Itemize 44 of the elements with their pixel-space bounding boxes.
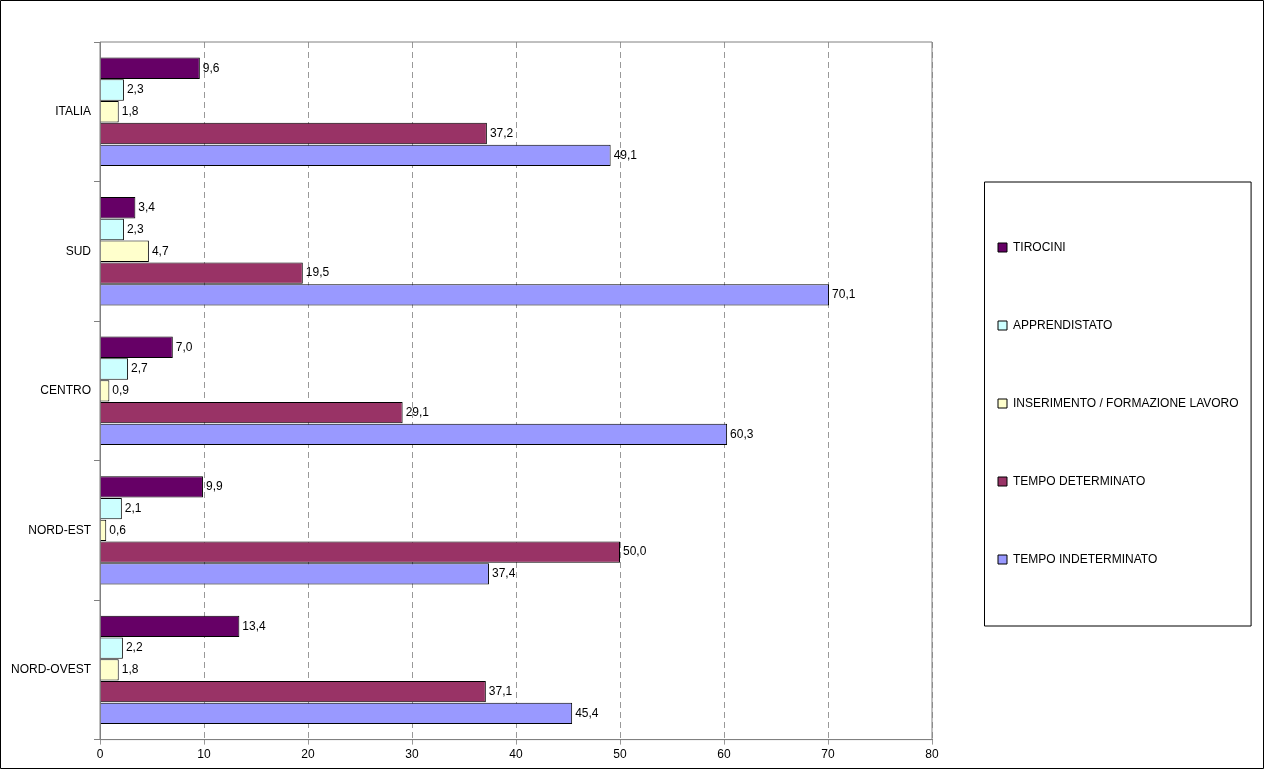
data-label: 19,5 xyxy=(305,265,330,280)
data-label: 9,6 xyxy=(202,60,220,75)
legend-label: TEMPO INDETERMINATO xyxy=(1013,551,1158,566)
data-label: 37,2 xyxy=(489,125,514,140)
x-tick-label: 30 xyxy=(405,747,419,762)
data-label: 7,0 xyxy=(175,339,193,354)
data-label: 1,8 xyxy=(121,662,139,677)
y-tick-label: CENTRO xyxy=(40,383,91,398)
data-label: 49,1 xyxy=(613,147,638,162)
x-tick-label: 50 xyxy=(613,747,627,762)
data-label: 0,9 xyxy=(112,383,130,398)
y-tick-label: NORD-EST xyxy=(28,522,92,537)
data-label: 37,4 xyxy=(491,566,516,581)
data-label: 50,0 xyxy=(623,544,647,559)
x-tick-label: 20 xyxy=(301,747,315,762)
legend-label: TIROCINI xyxy=(1013,239,1066,254)
x-tick-label: 40 xyxy=(509,747,523,762)
data-label: 45,4 xyxy=(575,705,599,720)
y-tick-label: ITALIA xyxy=(55,104,91,119)
data-label: 60,3 xyxy=(730,426,754,441)
data-label: 37,1 xyxy=(488,683,513,698)
y-tick-label: NORD-OVEST xyxy=(10,662,92,677)
data-label: 0,6 xyxy=(109,522,127,537)
data-label: 70,1 xyxy=(832,287,856,302)
legend-label: APPRENDISTATO xyxy=(1013,317,1113,332)
data-label: 3,4 xyxy=(138,200,156,215)
data-label: 13,4 xyxy=(242,618,267,633)
x-tick-label: 60 xyxy=(717,747,731,762)
data-label: 2,1 xyxy=(124,500,142,515)
data-label: 2,3 xyxy=(126,221,144,236)
data-label: 2,3 xyxy=(126,82,144,97)
x-tick-label: 10 xyxy=(197,747,211,762)
x-tick-label: 70 xyxy=(821,747,835,762)
data-label: 29,1 xyxy=(405,404,430,419)
data-label: 4,7 xyxy=(151,243,169,258)
x-tick-label: 80 xyxy=(925,747,939,762)
y-tick-label: SUD xyxy=(65,243,92,258)
data-label: 1,8 xyxy=(121,104,139,119)
x-tick-label: 0 xyxy=(96,747,104,762)
data-label: 2,2 xyxy=(125,640,143,655)
legend-label: TEMPO DETERMINATO xyxy=(1013,473,1146,488)
legend-label: INSERIMENTO / FORMAZIONE LAVORO xyxy=(1013,395,1239,410)
data-label: 9,9 xyxy=(205,479,223,494)
data-label: 2,7 xyxy=(131,361,149,376)
